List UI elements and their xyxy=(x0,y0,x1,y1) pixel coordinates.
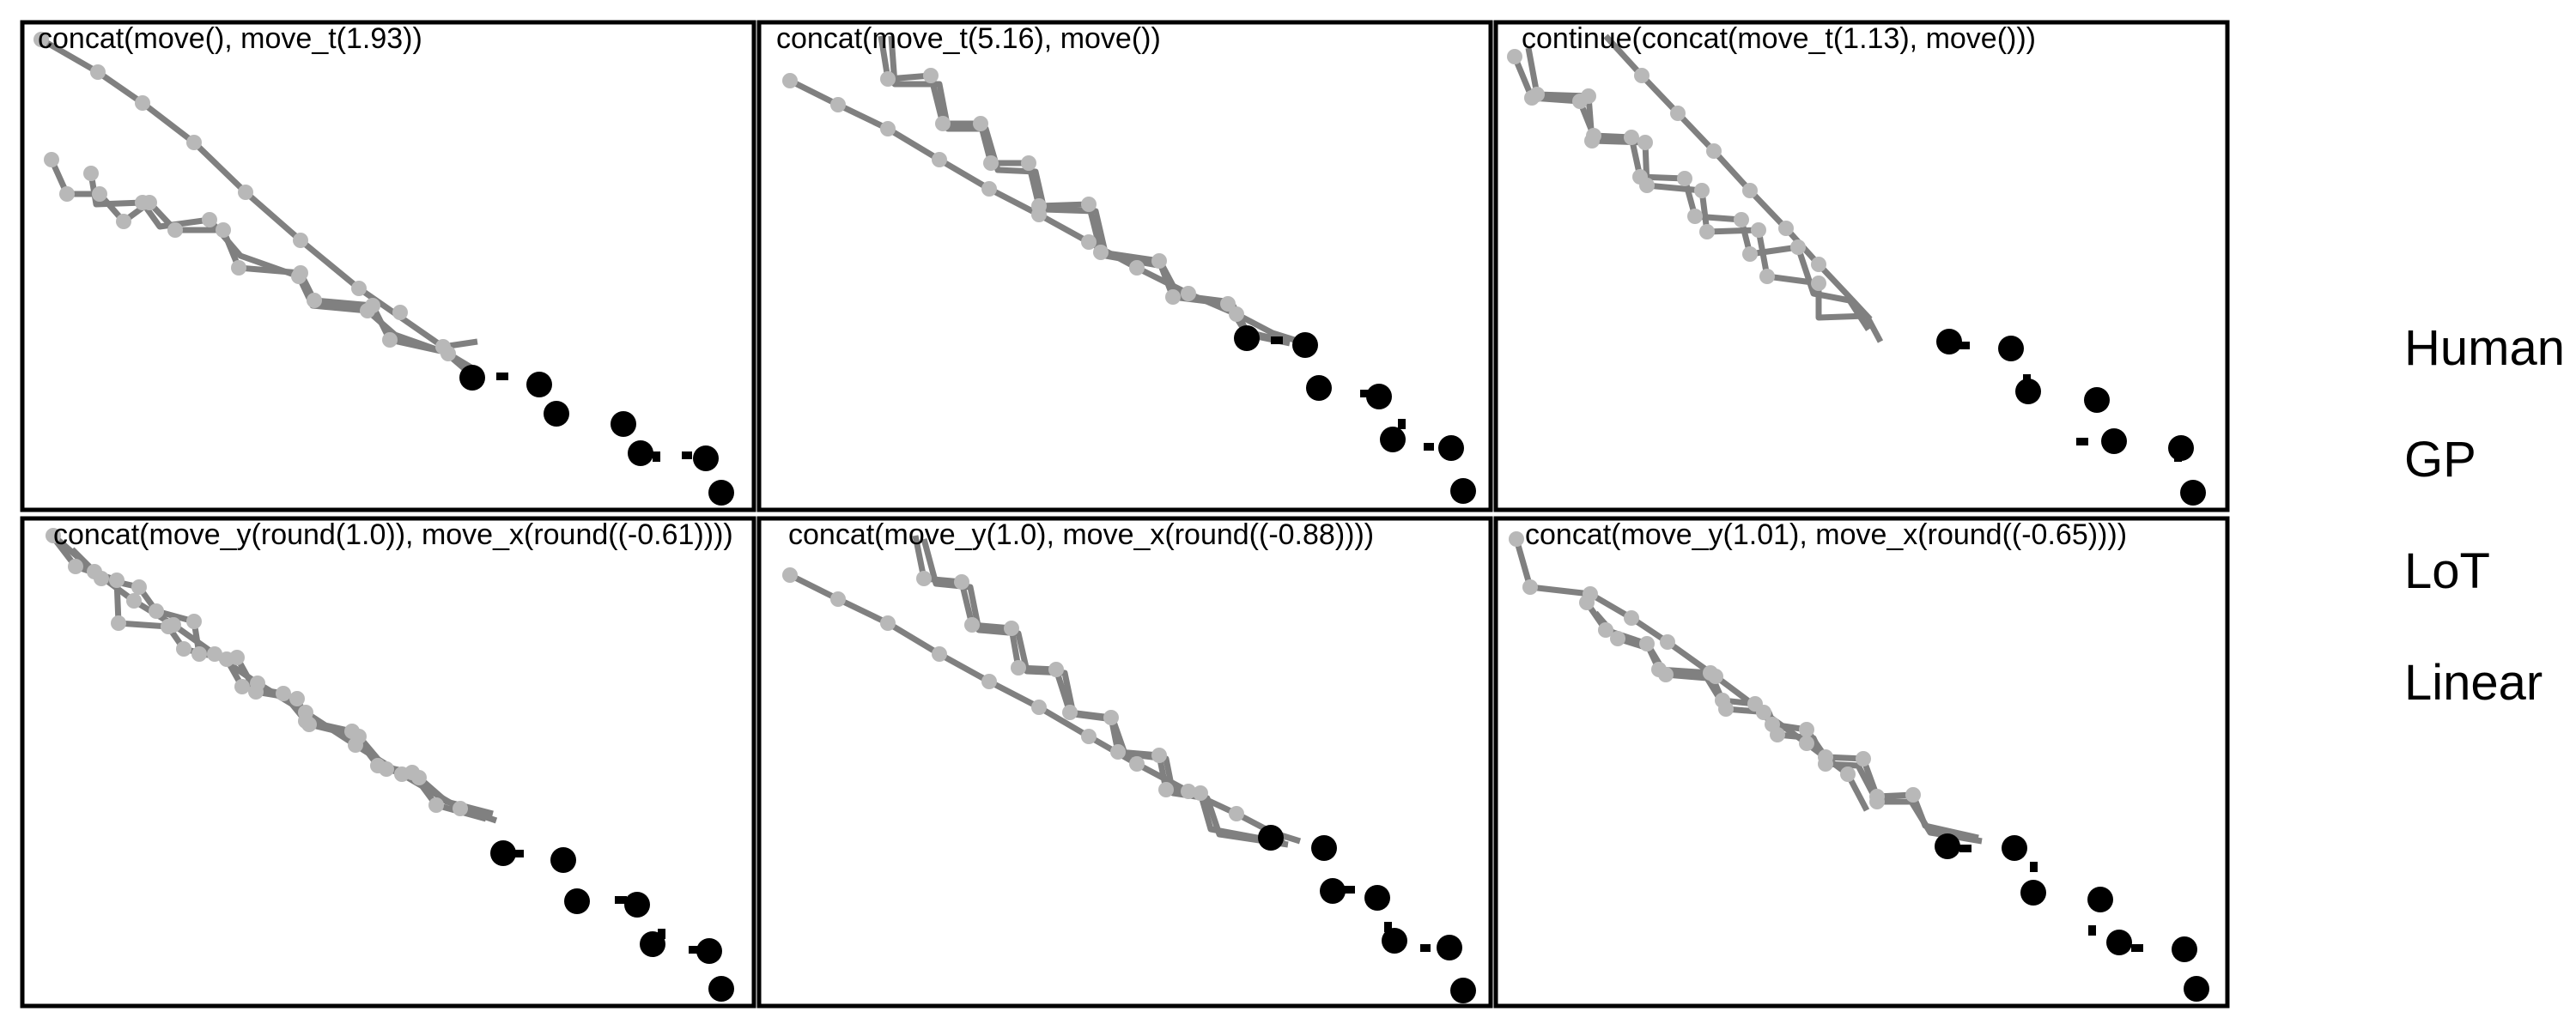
prediction-paths xyxy=(788,535,1302,848)
panel-frame xyxy=(1493,20,2230,512)
panel: concat(move(), move_t(1.93)) xyxy=(20,20,756,512)
prediction-paths xyxy=(788,35,1302,347)
observed-points xyxy=(1258,825,1476,1003)
panel: concat(move_y(1.0), move_x(round((-0.88)… xyxy=(756,516,1493,1009)
panel-frame xyxy=(756,516,1493,1009)
prediction-markers xyxy=(782,567,1244,821)
panel-label: concat(move(), move_t(1.93)) xyxy=(38,22,422,55)
panel-frame xyxy=(1493,516,2230,1009)
panel-frame xyxy=(20,20,756,512)
panel: concat(move_y(1.01), move_x(round((-0.65… xyxy=(1493,516,2230,1009)
panel-label: concat(move_y(round(1.0)), move_x(round(… xyxy=(53,518,733,551)
panel-label: concat(move_y(1.01), move_x(round((-0.65… xyxy=(1525,518,2127,551)
panel-frame xyxy=(20,516,756,1009)
prediction-paths xyxy=(39,36,478,375)
observed-points xyxy=(1935,833,2209,1002)
prediction-markers xyxy=(1509,531,1921,809)
prediction-markers xyxy=(782,68,1244,322)
prediction-markers xyxy=(46,528,468,816)
panel: concat(move_y(round(1.0)), move_x(round(… xyxy=(20,516,756,1009)
panel-label: concat(move_t(5.16), move()) xyxy=(776,22,1161,55)
legend: Human GP LoT Linear xyxy=(2404,320,2565,711)
prediction-markers xyxy=(1507,49,1826,291)
legend-item-human: Human xyxy=(2404,320,2565,376)
panel-label: concat(move_y(1.0), move_x(round((-0.88)… xyxy=(788,518,1374,551)
panel-label: continue(concat(move_t(1.13), move())) xyxy=(1522,22,2036,55)
observed-points xyxy=(1234,325,1476,504)
observed-points xyxy=(1936,329,2206,506)
observed-points xyxy=(490,840,734,1002)
panel: continue(concat(move_t(1.13), move())) xyxy=(1493,20,2230,512)
panel: concat(move_t(5.16), move()) xyxy=(756,20,1493,512)
legend-item-gp: GP xyxy=(2404,432,2476,488)
prediction-markers xyxy=(33,32,456,361)
legend-item-linear: Linear xyxy=(2404,655,2543,711)
observed-points xyxy=(459,365,734,506)
panel-frame xyxy=(756,20,1493,512)
legend-item-lot: LoT xyxy=(2404,543,2490,599)
